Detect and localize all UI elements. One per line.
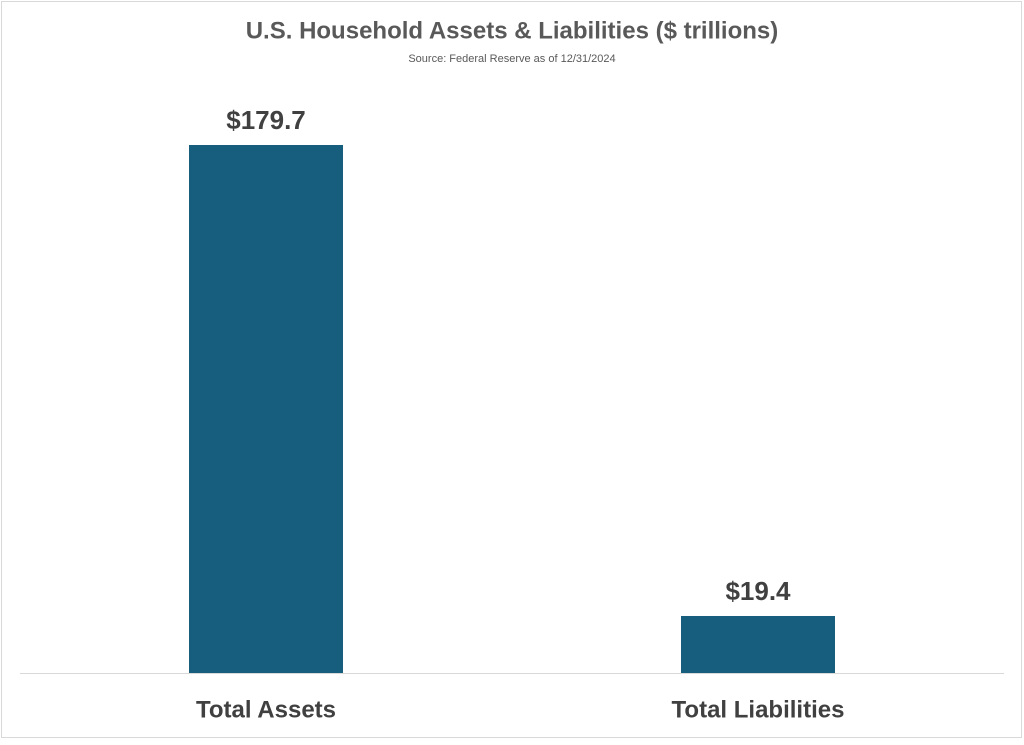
x-tick-label: Total Assets	[196, 696, 336, 723]
chart-title: U.S. Household Assets & Liabilities ($ t…	[246, 17, 779, 44]
bar	[189, 145, 343, 673]
x-tick-label: Total Liabilities	[672, 696, 845, 723]
data-label: $19.4	[725, 576, 791, 606]
data-label: $179.7	[226, 105, 306, 135]
bar	[681, 615, 835, 673]
chart-subtitle: Source: Federal Reserve as of 12/31/2024	[408, 53, 615, 65]
